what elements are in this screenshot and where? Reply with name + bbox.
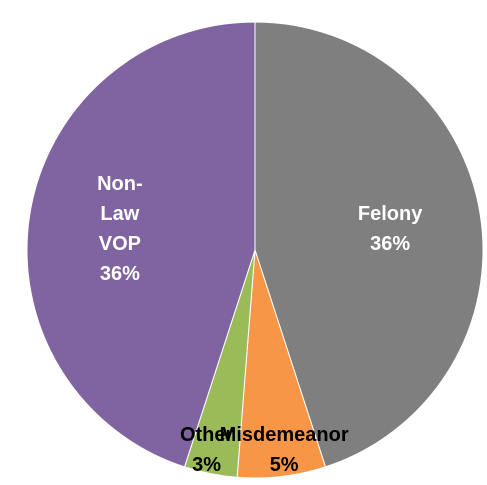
value-label: 36% xyxy=(99,262,140,285)
category-label: Non-Law VOP xyxy=(97,172,143,255)
value-label: 36% xyxy=(370,232,411,255)
slice-label: Other 3% xyxy=(167,420,247,480)
category-label: Other xyxy=(179,424,234,446)
category-label: Felony xyxy=(357,202,423,225)
slice-label: Misdemeanor 5% xyxy=(209,420,359,480)
slice-label: Non-Law VOP 36% xyxy=(80,169,160,289)
category-label: Misdemeanor xyxy=(219,424,349,446)
pie-slice xyxy=(26,21,256,468)
pie-slice xyxy=(254,21,484,468)
value-label: 5% xyxy=(269,454,299,476)
slice-label: Felony 36% xyxy=(350,199,430,259)
value-label: 3% xyxy=(192,454,222,476)
